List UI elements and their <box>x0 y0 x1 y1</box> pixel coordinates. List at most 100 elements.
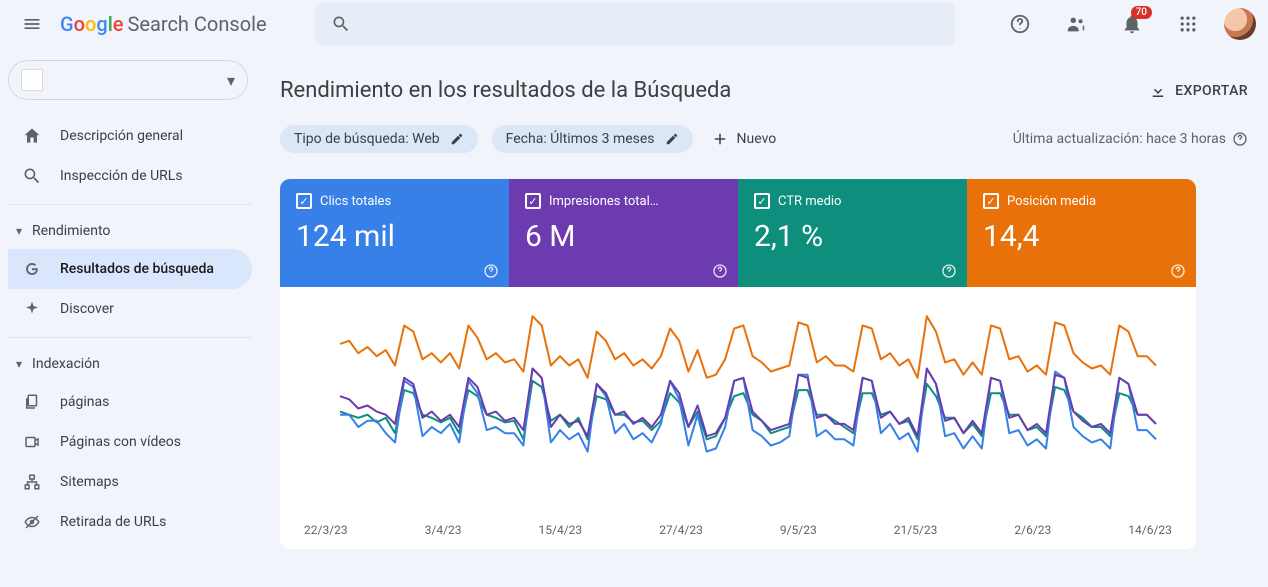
export-button[interactable]: EXPORTAR <box>1149 82 1248 100</box>
property-thumb <box>21 69 43 91</box>
sidebar-item-label: Descripción general <box>60 128 183 144</box>
chip-label: Fecha: Últimos 3 meses <box>506 131 655 147</box>
divider <box>8 204 252 205</box>
sidebar-item-label: Páginas con vídeos <box>60 434 181 450</box>
menu-icon[interactable] <box>12 4 52 44</box>
page-title: Rendimiento en los resultados de la Búsq… <box>280 78 731 103</box>
sitemap-icon <box>22 472 42 492</box>
download-icon <box>1149 82 1167 100</box>
export-label: EXPORTAR <box>1175 83 1248 99</box>
checkbox-icon: ✓ <box>983 193 999 209</box>
sidebar-item-removals[interactable]: Retirada de URLs <box>8 502 252 542</box>
x-axis-label: 14/6/23 <box>1128 523 1172 537</box>
x-axis-label: 9/5/23 <box>780 523 817 537</box>
topbar-actions: 70 <box>1000 4 1256 44</box>
search-icon <box>22 166 42 186</box>
notifications-badge: 70 <box>1131 6 1152 19</box>
chevron-down-icon: ▾ <box>16 224 22 238</box>
apps-icon[interactable] <box>1168 4 1208 44</box>
filter-row: Tipo de búsqueda: Web Fecha: Últimos 3 m… <box>280 125 1248 153</box>
google-logo-text: Google <box>60 12 124 36</box>
metric-value: 124 mil <box>296 219 493 254</box>
section-label: Rendimiento <box>32 223 110 239</box>
help-icon[interactable] <box>941 263 957 279</box>
pencil-icon <box>665 132 679 146</box>
main-content: Rendimiento en los resultados de la Búsq… <box>260 48 1268 549</box>
search-input[interactable] <box>315 2 955 46</box>
help-icon[interactable] <box>1232 131 1248 147</box>
chip-date-range[interactable]: Fecha: Últimos 3 meses <box>492 125 693 153</box>
sidebar-item-sitemaps[interactable]: Sitemaps <box>8 462 252 502</box>
help-icon[interactable] <box>712 263 728 279</box>
metric-label: Posición media <box>1007 194 1096 209</box>
sidebar-item-overview[interactable]: Descripción general <box>8 116 252 156</box>
new-filter-button[interactable]: Nuevo <box>711 130 777 148</box>
page-header: Rendimiento en los resultados de la Búsq… <box>280 78 1248 103</box>
x-axis-label: 3/4/23 <box>425 523 462 537</box>
metric-card[interactable]: ✓ Impresiones total… 6 M <box>509 179 738 287</box>
plus-icon <box>711 130 729 148</box>
home-icon <box>22 126 42 146</box>
users-icon[interactable] <box>1056 4 1096 44</box>
chevron-down-icon: ▾ <box>227 71 235 90</box>
chevron-down-icon: ▾ <box>16 357 22 371</box>
metrics-row: ✓ Clics totales 124 mil ✓ Impresiones to… <box>280 179 1196 287</box>
chart-series-posicion <box>340 316 1156 378</box>
sidebar-item-label: Inspección de URLs <box>60 168 183 184</box>
metric-card[interactable]: ✓ CTR medio 2,1 % <box>738 179 967 287</box>
x-axis-label: 2/6/23 <box>1014 523 1051 537</box>
checkbox-icon: ✓ <box>754 193 770 209</box>
help-icon[interactable] <box>1000 4 1040 44</box>
chip-label: Tipo de búsqueda: Web <box>294 131 440 147</box>
logo[interactable]: Google Search Console <box>60 12 267 36</box>
topbar: Google Search Console 70 <box>0 0 1268 48</box>
last-update-text: Última actualización: hace 3 horas <box>1013 131 1226 147</box>
discover-icon <box>22 299 42 319</box>
divider <box>8 337 252 338</box>
checkbox-icon: ✓ <box>296 193 312 209</box>
x-axis-label: 15/4/23 <box>539 523 583 537</box>
performance-card: ✓ Clics totales 124 mil ✓ Impresiones to… <box>280 179 1196 549</box>
help-icon[interactable] <box>1170 263 1186 279</box>
metric-card[interactable]: ✓ Clics totales 124 mil <box>280 179 509 287</box>
sidebar-item-discover[interactable]: Discover <box>8 289 252 329</box>
chart-area <box>280 287 1196 517</box>
avatar[interactable] <box>1224 8 1256 40</box>
checkbox-icon: ✓ <box>525 193 541 209</box>
sidebar-item-label: Discover <box>60 301 114 317</box>
section-indexing[interactable]: ▾ Indexación <box>8 346 252 382</box>
sidebar-item-url-inspect[interactable]: Inspección de URLs <box>8 156 252 196</box>
performance-chart <box>310 307 1166 507</box>
chip-search-type[interactable]: Tipo de búsqueda: Web <box>280 125 478 153</box>
app-name: Search Console <box>128 12 267 36</box>
metric-value: 14,4 <box>983 219 1180 254</box>
x-axis-label: 22/3/23 <box>304 523 348 537</box>
new-label: Nuevo <box>737 131 777 147</box>
property-selector[interactable]: ▾ <box>8 60 248 100</box>
section-performance[interactable]: ▾ Rendimiento <box>8 213 252 249</box>
metric-label: Impresiones total… <box>549 194 658 209</box>
search-icon <box>331 14 351 34</box>
metric-value: 2,1 % <box>754 219 951 254</box>
metric-card[interactable]: ✓ Posición media 14,4 <box>967 179 1196 287</box>
pencil-icon <box>450 132 464 146</box>
eye-off-icon <box>22 512 42 532</box>
sidebar-item-label: Sitemaps <box>60 474 119 490</box>
help-icon[interactable] <box>483 263 499 279</box>
video-icon <box>22 432 42 452</box>
google-g-icon <box>22 259 42 279</box>
sidebar: ▾ Descripción general Inspección de URLs… <box>0 48 260 549</box>
sidebar-item-label: páginas <box>60 394 109 410</box>
pages-icon <box>22 392 42 412</box>
x-axis-label: 21/5/23 <box>894 523 938 537</box>
sidebar-item-search-results[interactable]: Resultados de búsqueda <box>8 249 252 289</box>
metric-value: 6 M <box>525 219 722 254</box>
sidebar-item-label: Resultados de búsqueda <box>60 261 214 277</box>
sidebar-item-video-pages[interactable]: Páginas con vídeos <box>8 422 252 462</box>
sidebar-item-label: Retirada de URLs <box>60 514 166 530</box>
metric-label: Clics totales <box>320 194 391 209</box>
sidebar-item-pages[interactable]: páginas <box>8 382 252 422</box>
metric-label: CTR medio <box>778 194 841 209</box>
notifications-icon[interactable]: 70 <box>1112 4 1152 44</box>
last-update: Última actualización: hace 3 horas <box>1013 131 1248 147</box>
